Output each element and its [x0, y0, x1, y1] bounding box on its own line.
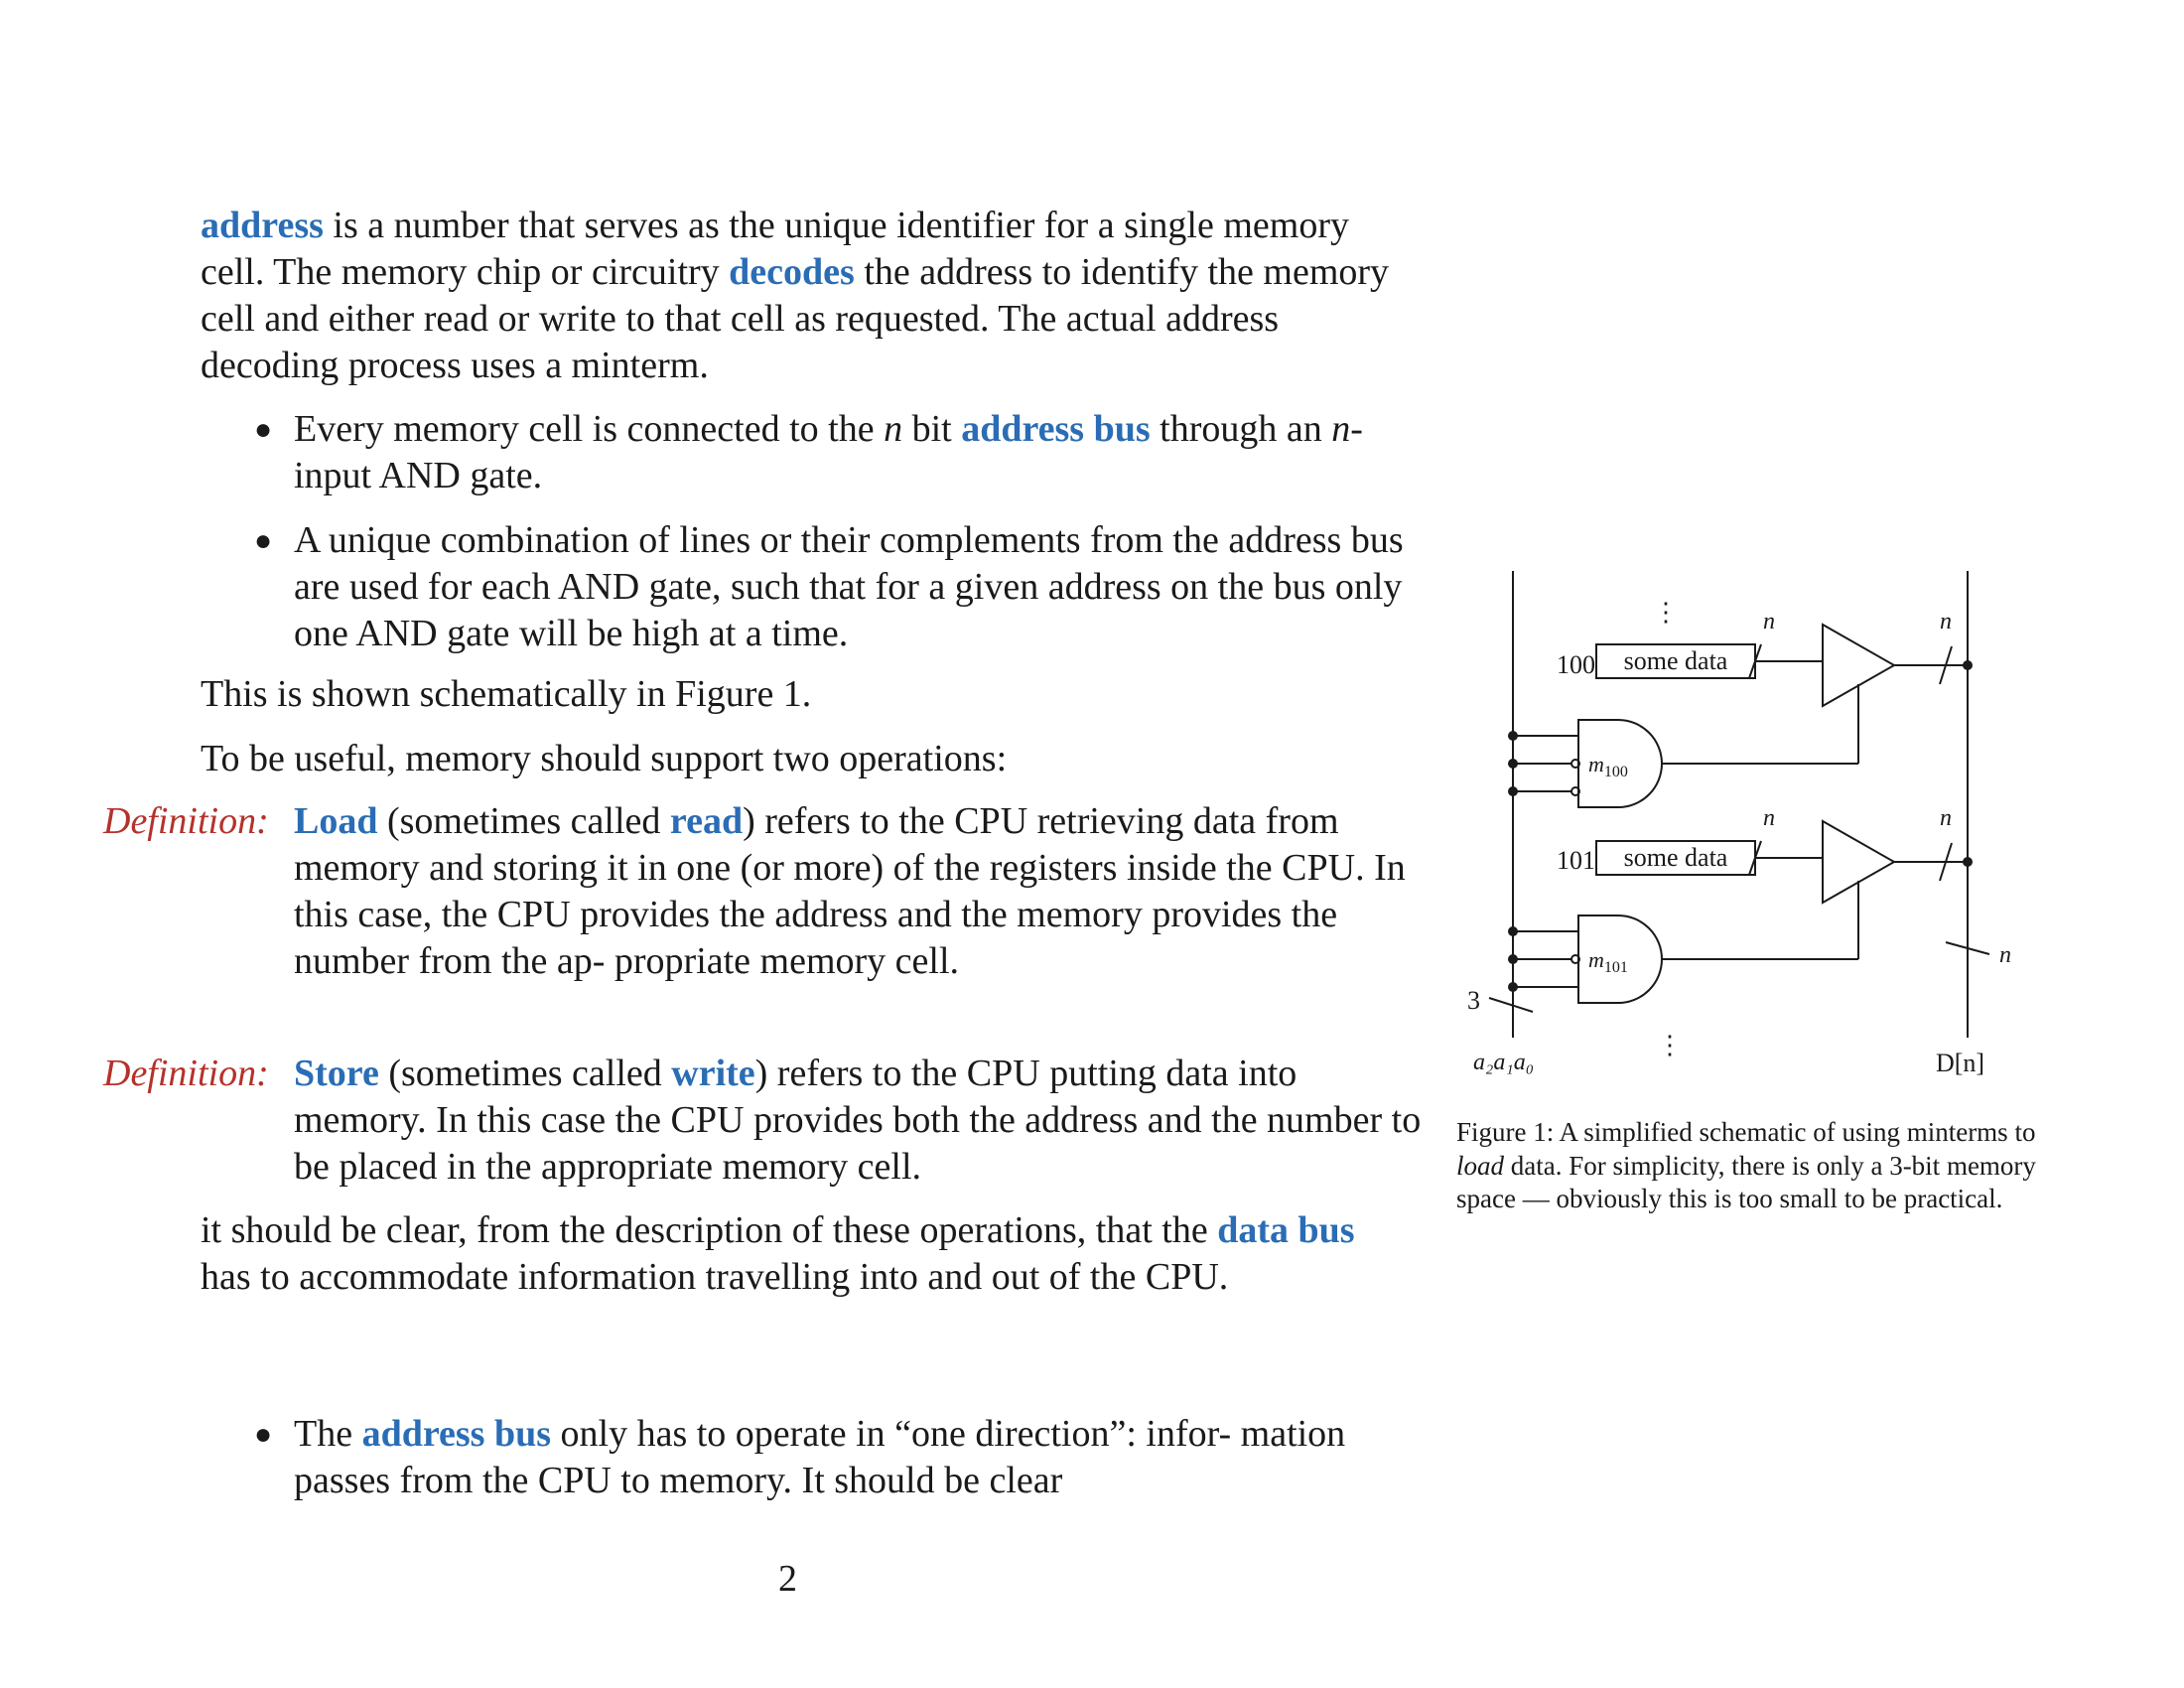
cell-address-label: 100: [1557, 650, 1595, 679]
address-lines-label: a₂a₁a₀: [1473, 1050, 1534, 1075]
definition-label: Definition:: [103, 1053, 269, 1094]
data-cell-label: some data: [1624, 646, 1728, 675]
bullet-item: Every memory cell is connected to the n …: [294, 408, 1363, 496]
data-cell-label: some data: [1624, 843, 1728, 872]
bus-width-label: n: [1940, 805, 1952, 831]
term-load: Load: [294, 800, 378, 842]
bullet-marker: ●: [254, 524, 273, 557]
term-address-bus: address bus: [961, 408, 1151, 450]
term-read: read: [669, 800, 744, 842]
bullet-item: A unique combination of lines or their c…: [294, 519, 1404, 654]
figure-reference-paragraph: This is shown schematically in Figure 1.: [201, 673, 812, 715]
term-write: write: [671, 1053, 755, 1094]
svg-text:m101: m101: [1588, 947, 1628, 976]
term-address-bus: address bus: [361, 1413, 552, 1455]
bullet-item: The address bus only has to operate in “…: [294, 1413, 1346, 1501]
bullet-marker: ●: [254, 1418, 273, 1451]
and-gate: [1577, 719, 1663, 808]
operations-intro-paragraph: To be useful, memory should support two …: [201, 738, 1008, 779]
and-gate: [1577, 914, 1663, 1004]
address-width-label: 3: [1467, 986, 1480, 1015]
data-bus-paragraph: it should be clear, from the description…: [201, 1209, 1355, 1298]
term-decodes: decodes: [729, 251, 855, 293]
definition-load: Load (sometimes called read) refers to t…: [294, 800, 1406, 982]
bullet-marker: ●: [254, 413, 273, 446]
term-data-bus: data bus: [1217, 1209, 1355, 1251]
term-address: address: [201, 205, 324, 246]
ellipsis-top: ⋮: [1653, 598, 1679, 627]
bus-width-label: n: [1999, 942, 2011, 968]
page-number: 2: [778, 1558, 797, 1600]
term-store: Store: [294, 1053, 379, 1094]
svg-text:m100: m100: [1588, 752, 1628, 780]
definition-label: Definition:: [103, 800, 269, 842]
cell-address-label: 101: [1557, 846, 1595, 875]
definition-store: Store (sometimes called write) refers to…: [294, 1053, 1422, 1188]
ellipsis-bottom: ⋮: [1657, 1031, 1683, 1059]
bus-width-label: n: [1940, 609, 1952, 634]
bus-width-label: n: [1763, 609, 1775, 634]
memory-schematic-figure: ⋮ 100 some data n n m100 101 some data n…: [1467, 571, 2011, 1077]
bus-width-label: n: [1763, 805, 1775, 831]
data-bus-label: D[n]: [1936, 1049, 1984, 1077]
figure-caption: Figure 1: A simplified schematic of usin…: [1456, 1117, 2036, 1213]
intro-paragraph: address is a number that serves as the u…: [201, 205, 1390, 386]
